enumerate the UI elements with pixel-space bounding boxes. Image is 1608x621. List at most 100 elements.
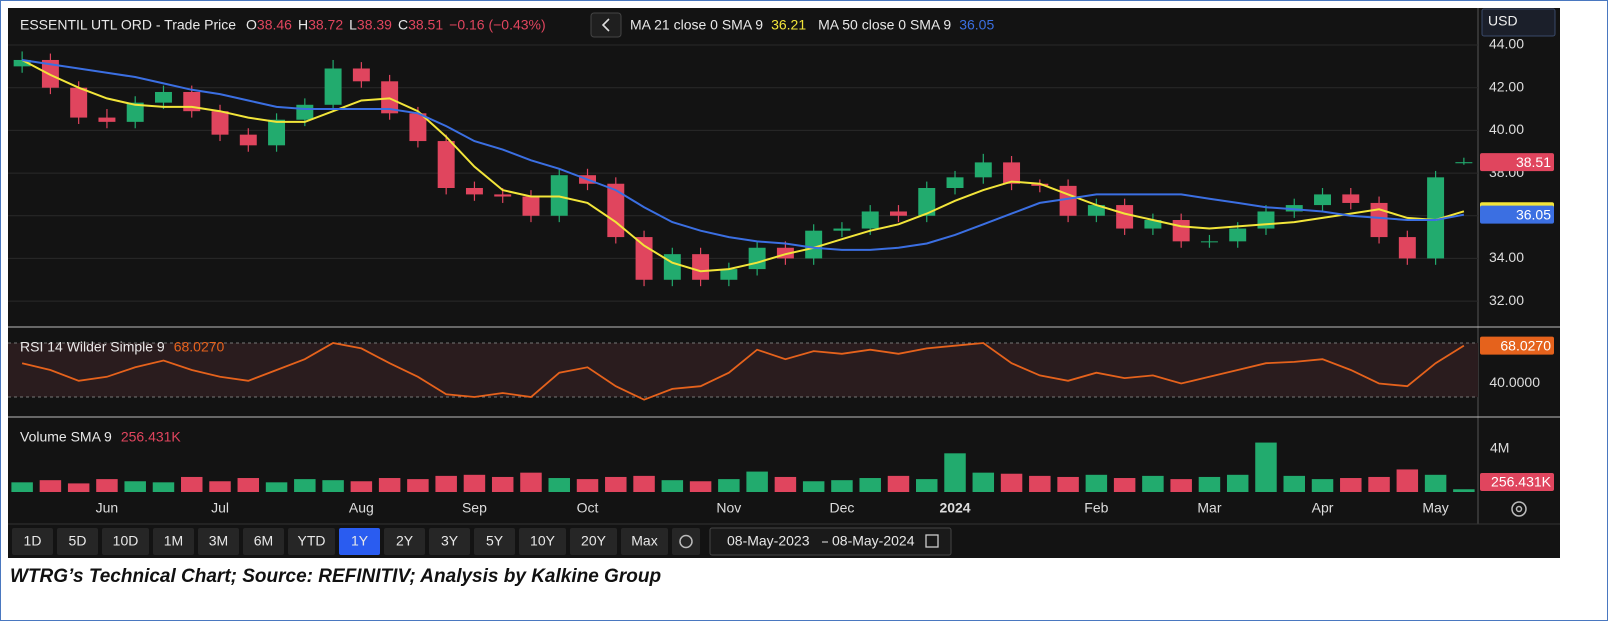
volume-bar [1029, 475, 1051, 492]
volume-bar [1368, 476, 1390, 492]
candle-body [13, 59, 31, 67]
ohlc-label: C [398, 17, 408, 33]
date-range[interactable] [709, 527, 952, 556]
value-badge-label: 38.51 [1516, 154, 1551, 170]
range-button[interactable] [12, 528, 53, 555]
range-button-label: YTD [298, 533, 326, 549]
x-tick-label: Dec [829, 500, 854, 516]
x-tick-label: Jul [211, 500, 229, 516]
candle-body [1427, 177, 1445, 259]
volume-bar [633, 475, 655, 492]
price-change: −0.16 (−0.43%) [449, 17, 546, 33]
ma-legend: MA 50 close 0 SMA 9 [818, 17, 951, 33]
range-button-label: 20Y [581, 533, 607, 549]
panel [8, 8, 1560, 558]
value-badge-label: 36.05 [1516, 206, 1551, 222]
candle-body [155, 91, 172, 103]
volume-bar [548, 478, 570, 492]
volume-bar [124, 481, 146, 492]
candle-body [239, 134, 257, 146]
candle-body [1059, 185, 1077, 216]
volume-bar [605, 476, 627, 492]
date-to: 08-May-2024 [832, 533, 915, 549]
ma-legend-value: 36.05 [959, 17, 994, 33]
collapse-button[interactable] [590, 12, 622, 38]
candle-body [437, 141, 455, 189]
range-button[interactable] [621, 528, 668, 555]
range-button[interactable] [57, 528, 98, 555]
range-button[interactable] [474, 528, 515, 555]
range-button[interactable] [288, 528, 335, 555]
volume-bar [463, 474, 486, 492]
volume-bar [1311, 479, 1334, 492]
candle-body [211, 111, 229, 135]
volume-bar [746, 471, 768, 492]
candle-body [833, 228, 851, 231]
volume-bar [1085, 474, 1108, 492]
range-button[interactable] [198, 528, 239, 555]
volume-bar [718, 479, 740, 492]
candle-body [1314, 194, 1331, 206]
volume-bar [1142, 475, 1164, 492]
candle-body [861, 211, 879, 229]
volume-bar [520, 472, 542, 492]
candle-body [1087, 205, 1105, 216]
range-button[interactable] [102, 528, 149, 555]
range-button[interactable] [243, 528, 284, 555]
ohlc-label: O [246, 17, 257, 33]
volume-bar [1340, 478, 1362, 492]
candle-body [381, 81, 399, 114]
volume-bar [1000, 473, 1023, 492]
candle-body [946, 177, 964, 189]
volume-bar [1255, 442, 1277, 492]
volume-bar [1453, 489, 1475, 492]
y-tick-label: 44.00 [1489, 36, 1524, 52]
volume-bar [350, 481, 373, 492]
range-button[interactable] [384, 528, 425, 555]
volume-bar [378, 478, 401, 492]
candle-body [268, 119, 286, 146]
range-button[interactable] [153, 528, 194, 555]
volume-bar [916, 479, 938, 492]
candle-body [1229, 228, 1247, 242]
x-tick-label: Feb [1084, 500, 1108, 516]
calendar-icon [925, 534, 939, 548]
range-button[interactable] [570, 528, 617, 555]
volume-bar [972, 472, 995, 492]
candle-body [324, 68, 342, 105]
currency-select[interactable] [1481, 8, 1556, 37]
range-button-label: Max [631, 533, 657, 549]
ohlc-value: 38.72 [308, 17, 343, 33]
volume-bar [1113, 478, 1136, 492]
ohlc-label: L [349, 17, 357, 33]
ma-legend: MA 21 close 0 SMA 9 [630, 17, 763, 33]
x-tick-label: May [1422, 500, 1448, 516]
range-button-label: 2Y [396, 533, 414, 549]
rsi-legend: RSI 14 Wilder Simple 9 [20, 339, 165, 355]
settings-button[interactable] [672, 528, 700, 555]
range-button[interactable] [429, 528, 470, 555]
range-button[interactable] [519, 528, 566, 555]
range-button-label: 10D [113, 533, 139, 549]
y-tick-label: 32.00 [1489, 292, 1524, 308]
value-badge-label: 68.0270 [1500, 337, 1551, 353]
instrument-title: ESSENTIL UTL ORD - Trade Price [20, 17, 236, 33]
volume-legend-value: 256.431K [121, 429, 182, 445]
chevron-icon [601, 18, 610, 32]
candle-body [70, 87, 88, 118]
range-button-label: 5D [69, 533, 87, 549]
gear [1511, 501, 1527, 517]
volume-bar [661, 480, 684, 492]
range-button-label: 6M [254, 533, 273, 549]
value-badge [1480, 473, 1554, 491]
volume-bar [435, 475, 457, 492]
candle-body [805, 230, 823, 259]
settings-icon[interactable] [1511, 501, 1527, 517]
rsi-legend-value: 68.0270 [174, 339, 225, 355]
caption: WTRG’s Technical Chart; Source: REFINITI… [10, 566, 662, 587]
candle-body [607, 183, 625, 238]
x-tick-label: Sep [462, 500, 487, 516]
y-tick-label: 40.00 [1489, 121, 1524, 137]
range-button[interactable] [339, 528, 380, 555]
candle-body [550, 175, 568, 216]
